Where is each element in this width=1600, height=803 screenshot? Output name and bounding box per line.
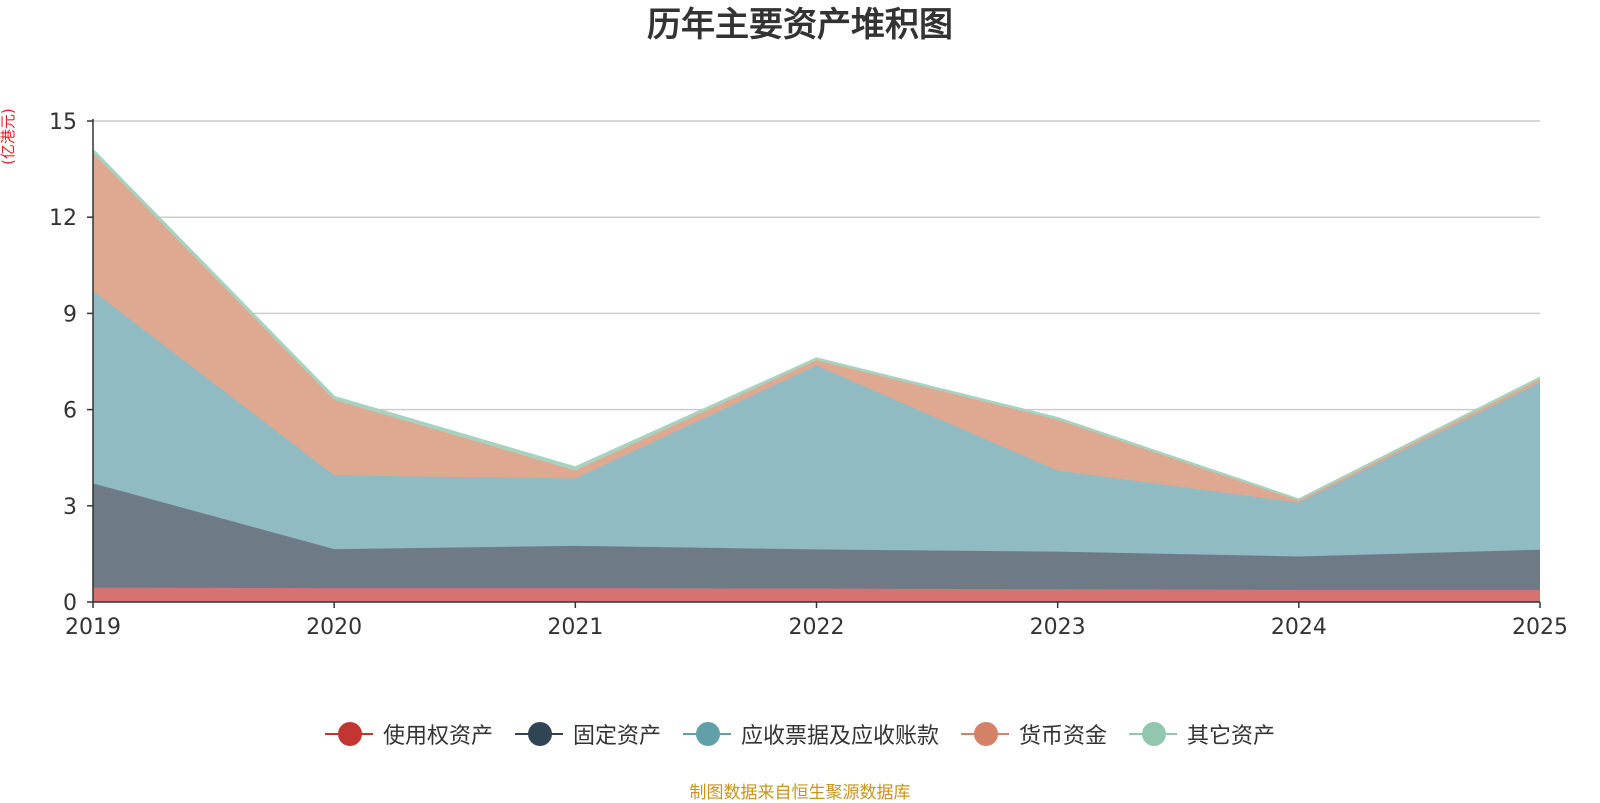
area-top-line-4 (92, 149, 1541, 501)
area-series-1 (93, 483, 1540, 590)
x-tick-label: 2024 (1271, 615, 1327, 640)
x-tick-label: 2023 (1030, 615, 1086, 640)
x-tick-label: 2025 (1512, 615, 1568, 640)
chart-title: 历年主要资产堆积图 (647, 5, 953, 45)
data-source-note: 制图数据来自恒生聚源数据库 (689, 783, 911, 803)
legend-swatch (682, 721, 731, 747)
legend-swatch-dot (337, 722, 362, 746)
y-tick-label: 15 (49, 110, 77, 135)
x-tick-label: 2020 (306, 615, 362, 640)
y-tick-label: 3 (63, 495, 77, 520)
legend-item-1[interactable]: 固定资产 (514, 718, 661, 750)
legend-label: 货币资金 (1019, 724, 1108, 749)
area-series-0 (93, 587, 1540, 602)
x-tick-label: 2022 (789, 615, 845, 640)
legend-item-2[interactable]: 应收票据及应收账款 (682, 718, 939, 750)
legend-label: 应收票据及应收账款 (740, 724, 939, 749)
y-tick-label: 9 (63, 302, 77, 327)
legend-item-4[interactable]: 其它资产 (1129, 718, 1275, 750)
legend-swatch (514, 721, 563, 747)
area-series-2 (93, 290, 1540, 557)
legend-label: 使用权资产 (382, 724, 493, 749)
stacked-area-chart: 0 3 6 9 12 15 2019 2020 2021 2022 2023 2024 2025 (49, 110, 1568, 640)
x-tick-label: 2021 (547, 615, 603, 640)
legend-swatch (324, 721, 373, 747)
legend-label: 固定资产 (572, 724, 661, 749)
chart-legend: 使用权资产 固定资产 应收票据及应收账款 货币资金 其它资产 (0, 718, 1600, 750)
legend-swatch-dot (974, 722, 998, 746)
legend-swatch-dot (1142, 722, 1167, 746)
x-tick-label: 2019 (65, 615, 121, 640)
legend-label: 其它资产 (1187, 724, 1276, 749)
legend-swatch (961, 721, 1009, 747)
legend-swatch-dot (527, 722, 552, 746)
legend-item-0[interactable]: 使用权资产 (324, 718, 493, 750)
y-tick-label: 6 (63, 399, 77, 424)
legend-swatch (1129, 721, 1178, 747)
area-top-line-2 (92, 290, 1541, 504)
legend-item-3[interactable]: 货币资金 (961, 718, 1107, 750)
y-tick-label: 12 (49, 206, 77, 231)
y-tick-label: 0 (63, 591, 77, 616)
legend-swatch-dot (695, 722, 720, 746)
